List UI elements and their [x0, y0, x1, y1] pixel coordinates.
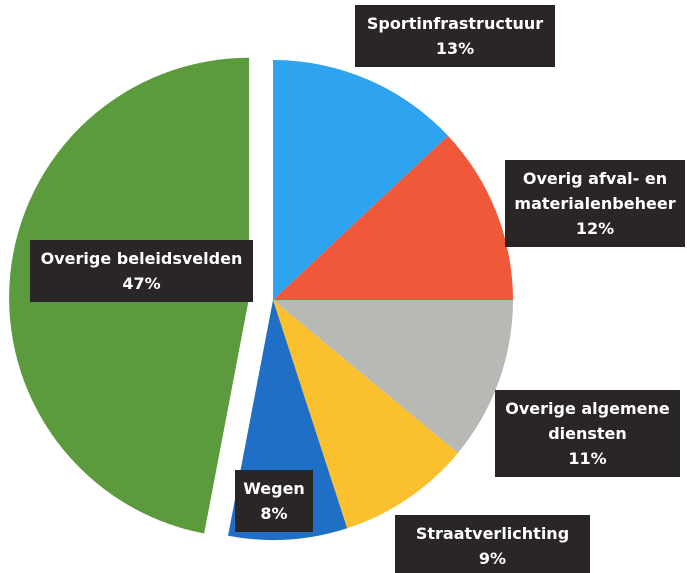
category-label: Wegen	[243, 479, 305, 498]
pie-slice	[273, 135, 513, 300]
data-label: Overig afval- en materialenbeheer 12%	[505, 160, 685, 247]
pie-slice	[273, 300, 513, 453]
value-label: 13%	[435, 39, 475, 58]
value-label: 11%	[568, 449, 607, 468]
pie-slice	[273, 300, 458, 529]
data-label: Sportinfrastructuur 13%	[355, 5, 555, 67]
data-label: Wegen 8%	[235, 470, 313, 532]
data-label: Overige beleidsvelden 47%	[30, 240, 253, 302]
data-label: Straatverlichting 9%	[395, 515, 590, 573]
category-label: Overige algemene diensten	[505, 399, 670, 443]
data-label: Overige algemene diensten 11%	[495, 390, 680, 477]
value-label: 12%	[575, 219, 615, 238]
category-label: Overig afval- en materialenbeheer	[514, 169, 676, 213]
value-label: 47%	[122, 274, 161, 293]
category-label: Overige beleidsvelden	[40, 249, 243, 268]
category-label: Straatverlichting	[415, 524, 570, 543]
value-label: 8%	[260, 504, 288, 523]
pie-slice	[273, 60, 448, 300]
value-label: 9%	[478, 549, 507, 568]
category-label: Sportinfrastructuur	[366, 14, 544, 33]
